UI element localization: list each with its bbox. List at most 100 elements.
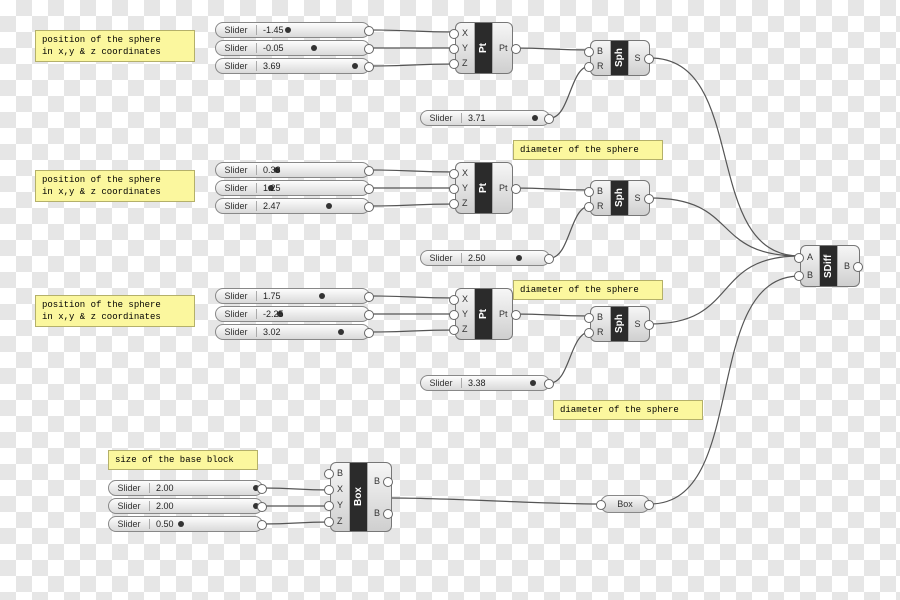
input-port-x[interactable]: X [460, 293, 470, 305]
slider-s2b[interactable]: Slider1.25 [215, 180, 370, 196]
input-port-z[interactable]: Z [460, 57, 470, 69]
slider-output-port[interactable] [364, 310, 374, 320]
input-port-b[interactable]: B [595, 311, 606, 323]
input-port-z[interactable]: Z [460, 323, 470, 335]
slider-track[interactable]: 3.71 [462, 111, 549, 125]
slider-caption: Slider [421, 253, 462, 263]
slider-output-port[interactable] [257, 502, 267, 512]
sphere-inputs: BR [591, 307, 611, 341]
sdiff-component[interactable]: ABSDiffB [800, 245, 860, 287]
slider-s2a[interactable]: Slider0.38 [215, 162, 370, 178]
slider-track[interactable]: -0.05 [257, 41, 369, 55]
slider-track[interactable]: 0.38 [257, 163, 369, 177]
sphere-component[interactable]: BRSphS [590, 40, 650, 76]
input-port-z[interactable]: Z [460, 197, 470, 209]
slider-track[interactable]: -2.25 [257, 307, 369, 321]
point-component[interactable]: XYZPtPt [455, 162, 513, 214]
input-port-b[interactable]: B [335, 467, 345, 479]
point-component[interactable]: XYZPtPt [455, 288, 513, 340]
sphere-component[interactable]: BRSphS [590, 306, 650, 342]
slider-track[interactable]: -1.45 [257, 23, 369, 37]
slider-caption: Slider [421, 113, 462, 123]
box-param-capsule[interactable]: Box [600, 495, 650, 513]
slider-s4a[interactable]: Slider2.00 [108, 480, 263, 496]
output-port-s[interactable]: S [633, 192, 643, 204]
slider-output-port[interactable] [544, 114, 554, 124]
slider-s1a[interactable]: Slider-1.45 [215, 22, 370, 38]
sdiff-outputs: B [837, 246, 856, 286]
slider-track[interactable]: 1.75 [257, 289, 369, 303]
point-component[interactable]: XYZPtPt [455, 22, 513, 74]
input-port-y[interactable]: Y [460, 42, 470, 54]
slider-output-port[interactable] [364, 202, 374, 212]
slider-track[interactable]: 3.38 [462, 376, 549, 390]
sphere-label: Sph [611, 181, 628, 215]
output-port-s[interactable]: S [633, 52, 643, 64]
box-outputs: BB [367, 463, 386, 531]
slider-track[interactable]: 0.50 [150, 517, 262, 531]
slider-output-port[interactable] [544, 379, 554, 389]
capsule-input-port[interactable] [596, 500, 606, 510]
output-port-pt[interactable]: Pt [497, 42, 510, 54]
slider-value: 3.69 [263, 59, 365, 73]
input-port-r[interactable]: R [595, 200, 606, 212]
point-outputs: Pt [492, 23, 514, 73]
slider-s2c[interactable]: Slider2.47 [215, 198, 370, 214]
input-port-y[interactable]: Y [460, 182, 470, 194]
input-port-b[interactable]: B [595, 45, 606, 57]
slider-s2d[interactable]: Slider2.50 [420, 250, 550, 266]
input-port-r[interactable]: R [595, 326, 606, 338]
output-port-b[interactable]: B [372, 475, 382, 487]
slider-s3a[interactable]: Slider1.75 [215, 288, 370, 304]
slider-caption: Slider [216, 183, 257, 193]
slider-s1c[interactable]: Slider3.69 [215, 58, 370, 74]
point-outputs: Pt [492, 163, 514, 213]
input-port-y[interactable]: Y [335, 499, 345, 511]
capsule-output-port[interactable] [644, 500, 654, 510]
slider-output-port[interactable] [364, 184, 374, 194]
input-port-z[interactable]: Z [335, 515, 345, 527]
slider-output-port[interactable] [544, 254, 554, 264]
slider-s3b[interactable]: Slider-2.25 [215, 306, 370, 322]
slider-track[interactable]: 2.00 [150, 499, 262, 513]
output-port-s[interactable]: S [633, 318, 643, 330]
slider-output-port[interactable] [364, 292, 374, 302]
output-port-pt[interactable]: Pt [497, 308, 510, 320]
input-port-a[interactable]: A [805, 251, 815, 263]
slider-track[interactable]: 2.47 [257, 199, 369, 213]
input-port-b[interactable]: B [805, 269, 815, 281]
box-component[interactable]: BXYZBoxBB [330, 462, 392, 532]
input-port-x[interactable]: X [460, 27, 470, 39]
slider-track[interactable]: 3.02 [257, 325, 369, 339]
input-port-x[interactable]: X [460, 167, 470, 179]
slider-s4c[interactable]: Slider0.50 [108, 516, 263, 532]
slider-track[interactable]: 1.25 [257, 181, 369, 195]
output-port-b[interactable]: B [372, 507, 382, 519]
slider-s3d[interactable]: Slider3.38 [420, 375, 550, 391]
slider-output-port[interactable] [364, 62, 374, 72]
input-port-r[interactable]: R [595, 60, 606, 72]
input-port-b[interactable]: B [595, 185, 606, 197]
output-port-b[interactable]: B [842, 260, 852, 272]
slider-output-port[interactable] [257, 484, 267, 494]
slider-track[interactable]: 2.00 [150, 481, 262, 495]
slider-track[interactable]: 2.50 [462, 251, 549, 265]
slider-track[interactable]: 3.69 [257, 59, 369, 73]
wire [263, 522, 330, 524]
slider-output-port[interactable] [364, 328, 374, 338]
slider-output-port[interactable] [364, 166, 374, 176]
sphere-component[interactable]: BR Sph S [590, 180, 650, 216]
slider-s3c[interactable]: Slider3.02 [215, 324, 370, 340]
slider-value: 3.02 [263, 325, 365, 339]
input-port-x[interactable]: X [335, 483, 345, 495]
slider-output-port[interactable] [257, 520, 267, 530]
wire [370, 170, 455, 172]
slider-s1d[interactable]: Slider3.71 [420, 110, 550, 126]
slider-output-port[interactable] [364, 44, 374, 54]
input-port-y[interactable]: Y [460, 308, 470, 320]
slider-output-port[interactable] [364, 26, 374, 36]
box-inputs: BXYZ [331, 463, 350, 531]
output-port-pt[interactable]: Pt [497, 182, 510, 194]
slider-s1b[interactable]: Slider-0.05 [215, 40, 370, 56]
slider-s4b[interactable]: Slider2.00 [108, 498, 263, 514]
